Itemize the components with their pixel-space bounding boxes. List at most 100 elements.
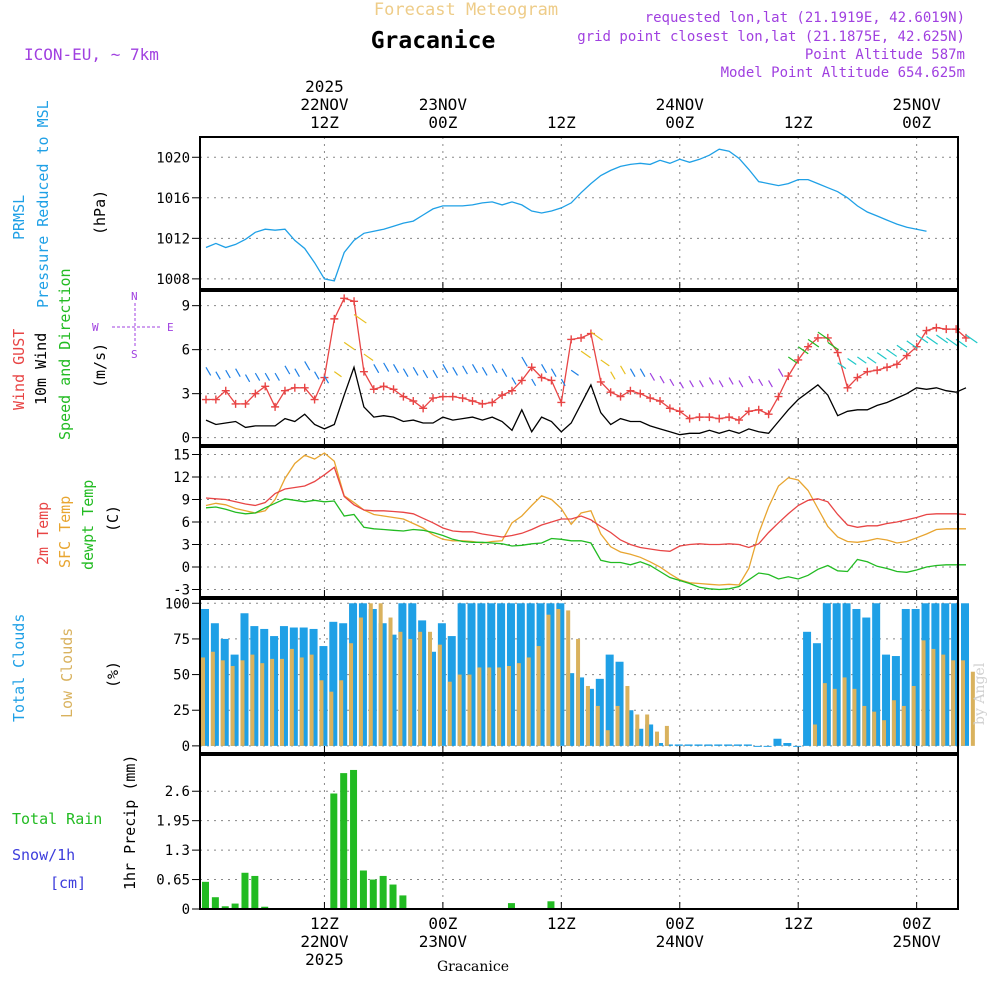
low-clouds-bar: [210, 651, 215, 746]
low-clouds-bar: [289, 648, 294, 746]
precip-side-labels: Total Rain Snow/1h [cm] 1hr Precip (mm): [12, 755, 139, 892]
low-clouds-bar: [398, 631, 403, 746]
wind-gust-point: [517, 376, 526, 385]
low-clouds-bar: [664, 725, 669, 746]
low-clouds-bar: [378, 603, 383, 746]
bottom-time-label: 24NOV: [656, 932, 705, 951]
precip-ytick-label-4: 2.6: [165, 784, 190, 800]
wind-direction-arrow: [314, 371, 320, 380]
wind-gust-point: [784, 372, 793, 381]
total-rain-bar: [399, 895, 407, 909]
bottom-time-label: 25NOV: [893, 932, 942, 951]
wind-gust-label: Wind GUST: [10, 329, 28, 410]
wind-direction-arrow: [323, 375, 330, 384]
wind-direction-arrow: [333, 371, 342, 378]
wind-direction-arrow: [284, 365, 291, 375]
wind-direction-arrow: [383, 362, 390, 372]
low-clouds-bar: [497, 667, 502, 746]
precip-panel: 0 0.65 1.3 1.95 2.6: [156, 754, 959, 918]
wind-direction-arrow: [462, 365, 468, 375]
low-clouds-bar: [635, 714, 640, 746]
sfc-temp-line: [205, 452, 966, 586]
low-clouds-bar: [526, 657, 531, 746]
total-rain-bar: [350, 769, 358, 909]
wind-gust-point: [498, 391, 507, 400]
precip-label: 1hr Precip (mm): [121, 755, 139, 890]
low-clouds-bar: [585, 685, 590, 746]
total-rain-bar: [369, 879, 377, 909]
wind-gust-point: [221, 386, 230, 395]
pressure-ytick-label-2: 1016: [156, 191, 190, 207]
hpa-label: (hPa): [91, 190, 109, 235]
low-clouds-bar: [822, 683, 827, 746]
pressure-panel: 1008 1012 1016 1020: [156, 136, 959, 290]
pressure-ytick-label-0: 1008: [156, 272, 190, 288]
wind-direction-arrow: [491, 364, 498, 374]
wind-direction-arrow: [402, 368, 409, 378]
dewpt-temp-line: [205, 498, 966, 591]
top-time-label: 00Z: [428, 113, 457, 132]
wind-direction-arrow: [807, 338, 820, 348]
wind-gust-point: [616, 392, 625, 401]
point-altitude: Point Altitude 587m: [805, 47, 965, 63]
low-clouds-bar: [368, 603, 373, 746]
wind-direction-arrow: [432, 369, 439, 379]
bottom-time-label: 00Z: [428, 914, 457, 933]
low-clouds-bar: [891, 700, 896, 746]
wind-direction-arrow: [422, 369, 429, 379]
wind-direction-arrow: [580, 350, 591, 359]
wind-direction-arrow: [768, 380, 773, 388]
wind-direction-arrow: [215, 371, 221, 380]
total-rain-bar: [251, 875, 259, 909]
precip-frame: [199, 754, 959, 910]
wind-gust-point: [685, 414, 694, 423]
temperature-ytick-label-4: 9: [182, 493, 190, 509]
total-clouds-bar: [822, 603, 831, 746]
wind-gust-point: [310, 395, 319, 404]
compass-e: E: [167, 321, 174, 334]
low-clouds-bar: [329, 691, 334, 746]
wind-gust-point: [863, 367, 872, 376]
wind-ytick-label-1: 3: [182, 387, 190, 403]
wind-direction-arrow: [274, 372, 280, 381]
prmsl-label: PRMSL: [10, 195, 28, 240]
low-clouds-bar: [299, 657, 304, 746]
temperature-ytick-label-5: 12: [173, 470, 190, 486]
wind-gust-point: [241, 399, 250, 408]
wind-gust-point: [488, 398, 497, 407]
wind-direction-arrow: [590, 331, 603, 341]
low-clouds-bar: [655, 731, 660, 746]
low-clouds-bar: [358, 617, 363, 746]
wind-gust-point: [458, 394, 467, 403]
wind-10m-line: [205, 365, 967, 436]
low-clouds-bar: [852, 688, 857, 746]
temperature-ytick-label-1: 0: [182, 560, 190, 576]
total-clouds-bar: [783, 743, 792, 746]
wind-gust-point: [794, 355, 803, 364]
wind-direction-arrow: [847, 357, 857, 366]
bottom-time-label: 00Z: [665, 914, 694, 933]
wind-ytick-label-2: 6: [182, 343, 190, 359]
low-clouds-bar: [260, 663, 265, 746]
total-clouds-bar: [773, 738, 782, 746]
wind-gust-point: [922, 326, 931, 335]
total-clouds-bar: [733, 744, 742, 746]
wind-direction-arrow: [620, 365, 626, 375]
temp2m-label: 2m Temp: [34, 502, 52, 565]
model-altitude: Model Point Altitude 654.625m: [721, 65, 965, 81]
wind-gust-point: [547, 376, 556, 385]
compass-rose: N S W E: [92, 290, 174, 361]
wind-direction-arrow: [541, 364, 547, 374]
low-clouds-bar: [901, 705, 906, 746]
wind-direction-arrow: [827, 341, 839, 351]
wind-direction-arrow: [866, 356, 877, 364]
total-rain-bar: [221, 906, 229, 909]
total-clouds-bar: [793, 745, 802, 747]
wind-gust-point: [902, 351, 911, 360]
wind-direction-arrow: [748, 375, 754, 384]
low-clouds-bar: [832, 688, 837, 746]
total-clouds-bar: [763, 745, 772, 747]
top-time-label: 12Z: [547, 113, 576, 132]
